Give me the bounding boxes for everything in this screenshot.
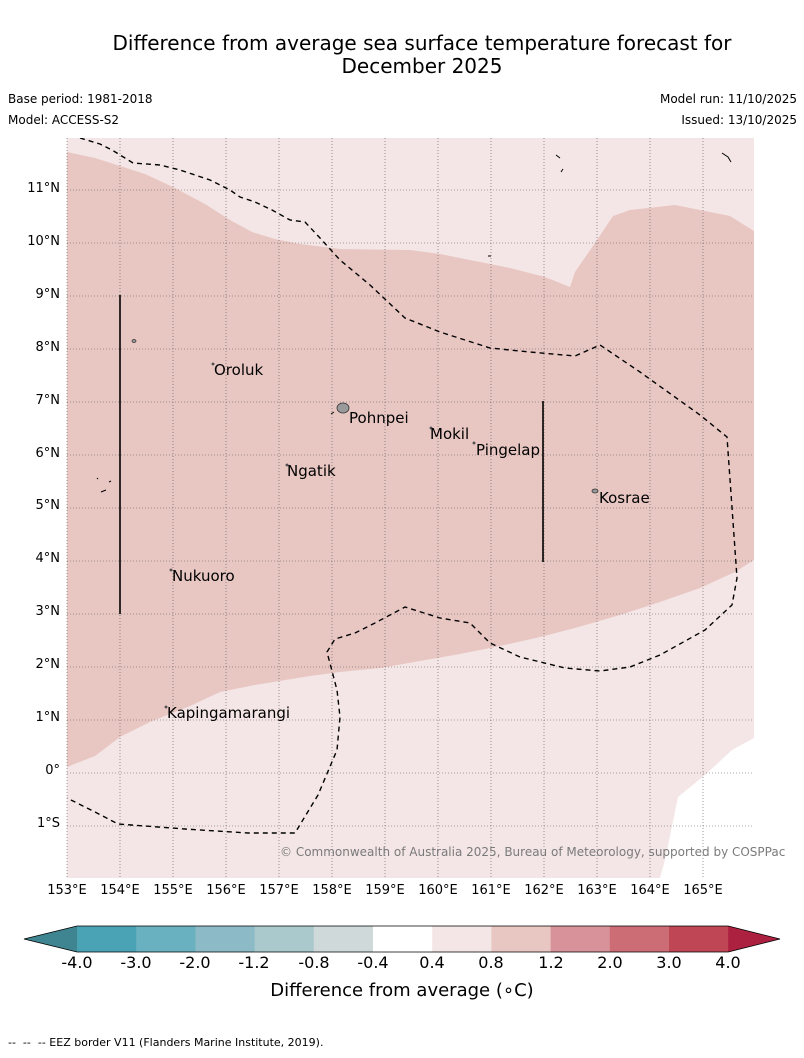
- colorbar-bin: [609, 926, 670, 952]
- lat-label: 6°N: [35, 446, 61, 461]
- islands: [131, 339, 599, 709]
- lat-label: 1°N: [35, 710, 61, 725]
- place-label-kosrae: Kosrae: [599, 489, 650, 507]
- lat-label: 9°N: [35, 287, 61, 302]
- colorbar-tick: -1.2: [238, 953, 270, 972]
- lat-label: 10°N: [27, 234, 60, 249]
- place-label-oroluk: Oroluk: [214, 361, 264, 379]
- issued-label: Issued: 13/10/2025: [681, 113, 797, 127]
- lon-label: 155°E: [153, 883, 193, 898]
- ngatik-atoll: [285, 463, 289, 467]
- reef-marks: [96, 152, 732, 493]
- lat-label: 2°N: [35, 657, 61, 672]
- colorbar-tick: 0.8: [478, 953, 504, 972]
- copyright-notice: © Commonwealth of Australia 2025, Bureau…: [280, 845, 786, 859]
- colorbar-tick: -4.0: [61, 953, 93, 972]
- lon-label: 154°E: [100, 883, 140, 898]
- lat-label: 1°S: [36, 816, 60, 831]
- lon-label: 158°E: [312, 883, 352, 898]
- lon-label: 161°E: [471, 883, 511, 898]
- place-label-pohnpei: Pohnpei: [349, 409, 409, 427]
- colorbar-under-extension: [24, 926, 77, 952]
- lat-label: 8°N: [35, 340, 61, 355]
- lon-label: 160°E: [418, 883, 458, 898]
- place-label-pingelap: Pingelap: [476, 441, 541, 459]
- base-period-label: Base period: 1981-2018: [8, 92, 153, 106]
- colorbar-outline: [23, 925, 781, 953]
- lon-label: 164°E: [630, 883, 670, 898]
- colorbar-bin: [373, 926, 433, 952]
- colorbar-over-extension: [728, 926, 780, 952]
- kosrae-island: [591, 488, 599, 494]
- lon-label: 159°E: [365, 883, 405, 898]
- place-label-mokil: Mokil: [430, 425, 470, 443]
- colorbar-tick: -0.4: [357, 953, 389, 972]
- colorbar: [23, 925, 781, 953]
- mokil-atoll: [429, 426, 433, 430]
- colorbar-bin: [195, 926, 256, 952]
- colorbar-tick: 2.0: [597, 953, 623, 972]
- colorbar-bin: [136, 926, 196, 952]
- colorbar-bin: [313, 926, 374, 952]
- eez-footnote: -- -- -- EEZ border V11 (Flanders Marine…: [8, 1036, 324, 1049]
- map-title: Difference from average sea surface temp…: [0, 32, 804, 78]
- title-line-1: Difference from average sea surface temp…: [112, 31, 732, 55]
- lon-label: 157°E: [259, 883, 299, 898]
- colorbar-bin: [550, 926, 611, 952]
- colorbar-bin: [669, 926, 729, 952]
- lon-label: 156°E: [206, 883, 246, 898]
- anomaly-0.8-1.2-region: [67, 152, 754, 767]
- oroluk-atoll: [211, 362, 215, 366]
- lat-label: 5°N: [35, 498, 61, 513]
- colorbar-bin: [432, 926, 492, 952]
- lat-label: 7°N: [35, 393, 61, 408]
- colorbar-bin: [77, 926, 137, 952]
- lat-label: 0°: [45, 763, 60, 778]
- model-label: Model: ACCESS-S2: [8, 113, 120, 127]
- lon-label: 162°E: [524, 883, 564, 898]
- colorbar-tick: 3.0: [656, 953, 682, 972]
- eez-border: [67, 138, 738, 834]
- map-area: [67, 138, 754, 878]
- place-label-kapingamarangi: Kapingamarangi: [167, 704, 291, 722]
- colorbar-bin: [254, 926, 315, 952]
- nukuoro-atoll: [169, 568, 173, 572]
- place-label-ngatik: Ngatik: [287, 462, 336, 480]
- atoll-marker: [131, 339, 137, 343]
- colorbar-tick: 4.0: [715, 953, 741, 972]
- lat-label: 11°N: [27, 181, 60, 196]
- kapingamarangi-atoll: [164, 705, 168, 709]
- colorbar-tick: -2.0: [179, 953, 211, 972]
- colorbar-tick: -0.8: [298, 953, 330, 972]
- pohnpei-island: [336, 402, 350, 414]
- region-boundaries: [119, 295, 544, 614]
- lon-label: 165°E: [683, 883, 723, 898]
- lon-label: 153°E: [47, 883, 87, 898]
- lat-label: 3°N: [35, 604, 61, 619]
- colorbar-bin: [491, 926, 552, 952]
- lon-label: 163°E: [577, 883, 617, 898]
- model-run-label: Model run: 11/10/2025: [659, 92, 797, 106]
- colorbar-tick: -3.0: [120, 953, 152, 972]
- lat-label: 4°N: [35, 551, 61, 566]
- place-label-nukuoro: Nukuoro: [172, 567, 235, 585]
- colorbar-tick: 0.4: [419, 953, 445, 972]
- colorbar-tick: 1.2: [538, 953, 564, 972]
- title-line-2: December 2025: [341, 54, 503, 78]
- pingelap-atoll: [472, 441, 476, 445]
- colorbar-title: Difference from average (∘C): [270, 980, 534, 1001]
